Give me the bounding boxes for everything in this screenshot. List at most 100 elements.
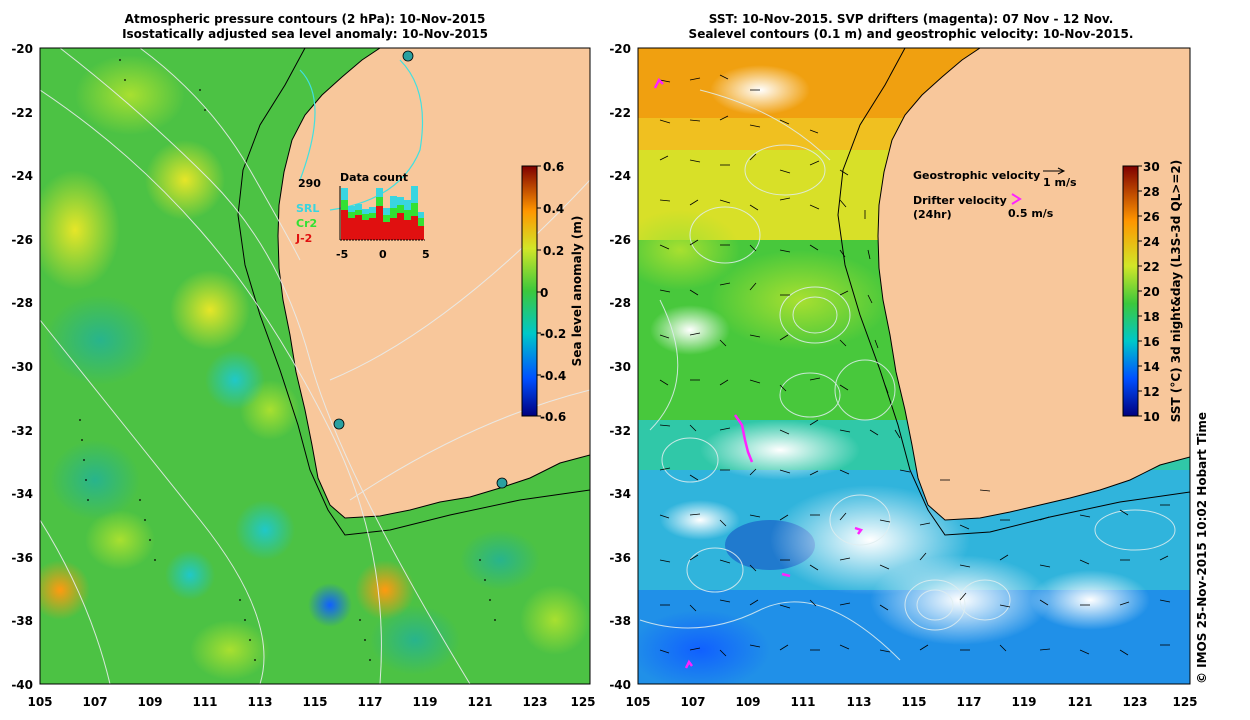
right-ytick-6: -32 [609,424,631,438]
sst-tick-4: 22 [1143,260,1160,274]
sla-tick-2: 0.2 [543,244,564,258]
sst-tick-3: 24 [1143,235,1160,249]
left-ytick-8: -36 [11,551,33,565]
velocity-legend: Geostrophic velocity 1 m/s Drifter veloc… [913,167,1077,221]
sla-tick-5: -0.4 [540,369,566,383]
left-ytick-5: -30 [11,360,33,374]
data-count-max: 290 [298,177,321,190]
right-xtick-0: 105 [625,695,650,709]
left-xtick-0: 105 [27,695,52,709]
right-y-axis: -20 -22 -24 -26 -28 -30 -32 -34 -36 -38 … [609,42,631,692]
right-xtick-9: 123 [1122,695,1147,709]
sla-tick-4: -0.2 [540,327,566,341]
right-x-axis: 105 107 109 111 113 115 117 119 121 123 … [625,695,1197,709]
left-xtick-6: 117 [357,695,382,709]
data-count-bars [341,186,424,240]
right-land-mass [878,48,1190,520]
left-map-area [40,48,590,684]
left-track-dots [79,59,496,661]
left-title-line2: Isostatically adjusted sea level anomaly… [122,27,488,41]
left-ytick-0: -20 [11,42,33,56]
sst-tick-6: 18 [1143,310,1160,324]
imos-credit: © IMOS 25-Nov-2015 10:02 Hobart Time [1195,412,1209,684]
right-title-line2: Sealevel contours (0.1 m) and geostrophi… [689,27,1134,41]
right-ytick-4: -28 [609,296,631,310]
left-ytick-9: -38 [11,614,33,628]
right-xtick-7: 119 [1011,695,1036,709]
right-xtick-1: 107 [680,695,705,709]
right-ytick-10: -40 [609,678,631,692]
geostrophic-legend-scale: 1 m/s [1043,176,1077,189]
sst-tick-0: 30 [1143,160,1160,174]
left-y-axis: -20 -22 -24 -26 -28 -30 -32 -34 -36 -38 … [11,42,33,692]
right-title-line1: SST: 10-Nov-2015. SVP drifters (magenta)… [709,12,1114,26]
right-xtick-8: 121 [1067,695,1092,709]
left-xtick-10: 125 [570,695,595,709]
right-xtick-10: 125 [1172,695,1197,709]
left-xtick-7: 119 [412,695,437,709]
left-ytick-7: -34 [11,487,33,501]
right-xtick-6: 117 [956,695,981,709]
right-ytick-9: -38 [609,614,631,628]
left-ytick-6: -32 [11,424,33,438]
right-ytick-2: -24 [609,169,631,183]
left-ytick-1: -22 [11,106,33,120]
left-xtick-9: 123 [522,695,547,709]
right-colorbar: 30 28 26 24 22 20 18 16 14 12 10 SST (°C… [1122,160,1183,424]
sst-tick-10: 10 [1143,410,1160,424]
drifter-legend-scale: 0.5 m/s [1008,207,1054,220]
left-ytick-2: -24 [11,169,33,183]
sst-tick-9: 12 [1143,385,1160,399]
right-ytick-1: -22 [609,106,631,120]
left-colorbar: 0.6 0.4 0.2 0 -0.2 -0.4 -0.6 Sea level a… [521,160,584,424]
data-count-xtick-2: 5 [422,248,430,261]
sla-tick-0: 0.6 [543,160,564,174]
sst-tick-8: 14 [1143,360,1160,374]
data-count-title: Data count [340,171,408,184]
left-xtick-5: 115 [302,695,327,709]
left-ytick-3: -26 [11,233,33,247]
left-map-panel: Atmospheric pressure contours (2 hPa): 1… [11,12,595,709]
left-land-mass [278,48,590,518]
drifter-legend-label: Drifter velocity [913,194,1007,207]
left-xtick-1: 107 [82,695,107,709]
left-xtick-4: 113 [247,695,272,709]
drifter-tracks [653,77,864,669]
drifter-legend-sub: (24hr) [913,208,952,221]
geostrophic-arrows [659,74,1171,657]
right-xtick-3: 111 [790,695,815,709]
left-x-axis: 105 107 109 111 113 115 117 119 121 123 … [27,695,595,709]
right-map-area [638,48,1190,684]
left-xtick-2: 109 [137,695,162,709]
right-xtick-5: 115 [901,695,926,709]
sla-tick-1: 0.4 [543,202,564,216]
legend-j2: J-2 [295,232,312,245]
right-ytick-7: -34 [609,487,631,501]
right-map-panel: SST: 10-Nov-2015. SVP drifters (magenta)… [609,12,1197,709]
left-xtick-8: 121 [467,695,492,709]
right-xtick-2: 109 [735,695,760,709]
data-count-inset: Data count 290 SRL Cr2 J-2 -5 [295,171,430,261]
data-count-xtick-0: -5 [336,248,348,261]
sst-tick-5: 20 [1143,285,1160,299]
sst-tick-1: 28 [1143,185,1160,199]
right-ytick-5: -30 [609,360,631,374]
sst-tick-7: 16 [1143,335,1160,349]
data-count-xtick-1: 0 [379,248,387,261]
right-ytick-0: -20 [609,42,631,56]
geostrophic-legend-label: Geostrophic velocity [913,169,1040,182]
legend-srl: SRL [296,202,319,215]
sst-tick-2: 26 [1143,210,1160,224]
legend-cr2: Cr2 [296,217,317,230]
left-ytick-4: -28 [11,296,33,310]
right-ytick-3: -26 [609,233,631,247]
right-ytick-8: -36 [609,551,631,565]
left-xtick-3: 111 [192,695,217,709]
left-title-line1: Atmospheric pressure contours (2 hPa): 1… [125,12,486,26]
left-ytick-10: -40 [11,678,33,692]
right-xtick-4: 113 [846,695,871,709]
sst-colorbar-label: SST (°C) 3d night&day (L3S-3d QL>=2) [1169,160,1183,423]
sla-tick-6: -0.6 [540,410,566,424]
sla-colorbar-label: Sea level anomaly (m) [570,216,584,367]
